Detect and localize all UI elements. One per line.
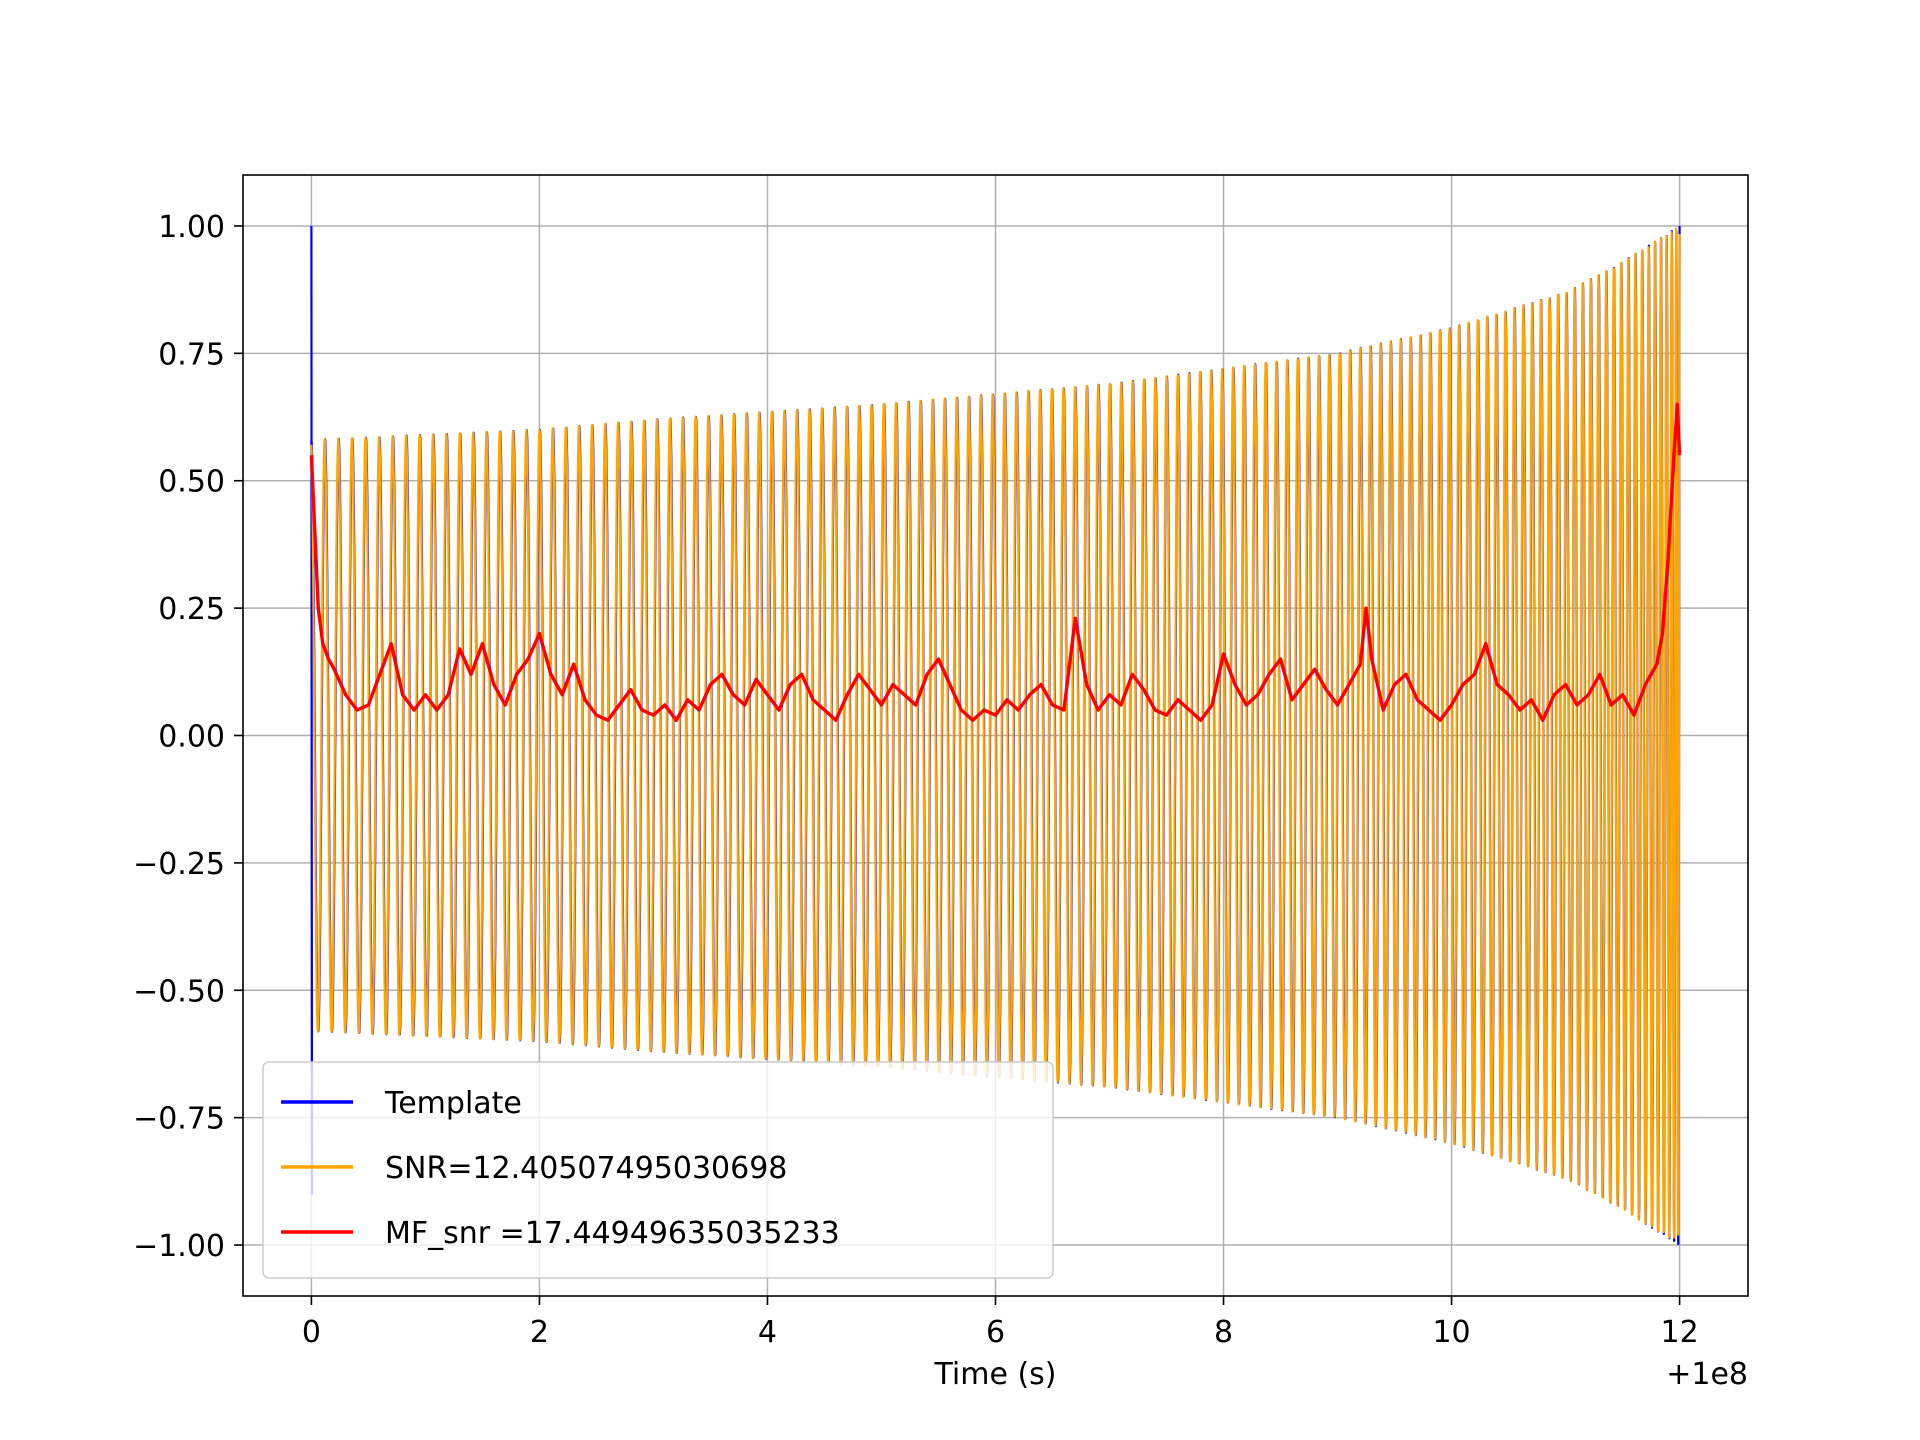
legend-label: MF_snr =17.44949635035233 [385,1216,840,1251]
y-tick-label: −0.25 [133,847,225,882]
axis-ticks: 0 2 4 6 8 10 12 1.00 0.75 0.50 0.25 0.00 −0.25 −0.50 −… [133,210,1699,1350]
series-line-3 [309,402,1682,722]
legend-label: Template [384,1086,522,1121]
y-tick-label: −1.00 [133,1229,225,1264]
y-tick-label: 1.00 [158,210,225,245]
x-tick-label: 0 [302,1315,321,1350]
y-tick-label: 0.75 [158,337,225,372]
x-tick-label: 8 [1214,1315,1233,1350]
plot-series [309,225,1682,1246]
series-line-2 [310,227,1681,1239]
x-axis-offset-label: +1e8 [1666,1357,1748,1392]
x-tick-label: 10 [1432,1315,1470,1350]
y-tick-label: 0.50 [158,465,225,500]
x-tick-label: 6 [986,1315,1005,1350]
y-tick-label: −0.75 [133,1102,225,1137]
y-tick-label: −0.50 [133,974,225,1009]
x-tick-label: 2 [530,1315,549,1350]
legend-label: SNR=12.40507495030698 [385,1151,787,1186]
y-tick-label: 0.25 [158,592,225,627]
x-axis-label: Time (s) [934,1357,1057,1392]
y-tick-label: 0.00 [158,720,225,755]
legend-box [262,1061,1054,1279]
x-tick-label: 12 [1660,1315,1698,1350]
x-tick-label: 4 [758,1315,777,1350]
legend: Template SNR=12.40507495030698 MF_snr =17.… [262,1061,1054,1279]
